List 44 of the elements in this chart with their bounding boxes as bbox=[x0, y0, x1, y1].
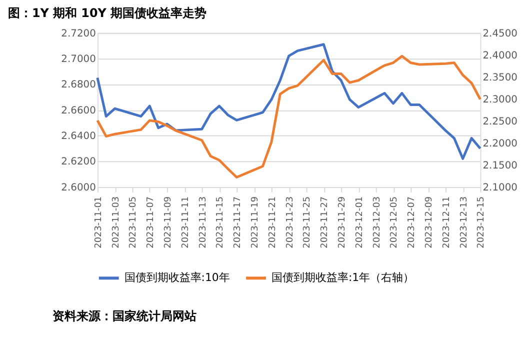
y-tick-label: 2.7200 bbox=[61, 28, 96, 40]
x-tick-label: 2023-12-01 bbox=[354, 196, 365, 248]
x-tick-label: 2023-11-21 bbox=[268, 196, 278, 248]
x-tick-label: 2023-11-07 bbox=[146, 196, 156, 248]
x-tick-label: 2023-11-29 bbox=[338, 196, 348, 248]
chart-title: 图：1Y 期和 10Y 期国债收益率走势 bbox=[8, 6, 207, 20]
x-tick-label: 2023-11-27 bbox=[320, 196, 330, 248]
y2-tick-label: 2.2500 bbox=[482, 116, 518, 128]
x-tick-label: 2023-11-17 bbox=[233, 196, 244, 248]
y2-tick-label: 2.3000 bbox=[482, 94, 518, 106]
y2-tick-label: 2.4500 bbox=[482, 28, 518, 40]
y-tick-label: 2.6400 bbox=[61, 131, 96, 142]
y2-tick-label: 2.1500 bbox=[482, 160, 518, 172]
x-tick-label: 2023-11-09 bbox=[164, 196, 174, 248]
x-tick-label: 2023-12-05 bbox=[390, 196, 400, 248]
x-tick-label: 2023-11-19 bbox=[250, 196, 261, 248]
x-tick-label: 2023-12-15 bbox=[476, 196, 487, 248]
x-tick-label: 2023-11-03 bbox=[111, 196, 122, 248]
y-tick-label: 2.6800 bbox=[61, 80, 96, 91]
x-tick-label: 2023-11-25 bbox=[302, 196, 313, 248]
y2-tick-label: 2.3500 bbox=[482, 72, 518, 84]
x-tick-label: 2023-11-11 bbox=[180, 196, 191, 248]
y-tick-label: 2.6000 bbox=[61, 182, 96, 194]
x-tick-label: 2023-12-09 bbox=[424, 196, 435, 248]
x-tick-label: 2023-11-15 bbox=[216, 196, 226, 248]
x-tick-label: 2023-12-11 bbox=[442, 196, 452, 248]
y2-tick-label: 2.4000 bbox=[482, 50, 518, 62]
y-tick-label: 2.6200 bbox=[61, 156, 96, 168]
y-tick-label: 2.6600 bbox=[61, 105, 96, 116]
text: 资料来源：国家统计局网站 bbox=[52, 309, 197, 324]
line-series bbox=[96, 43, 482, 160]
x-tick-label: 2023-11-23 bbox=[285, 196, 296, 248]
x-tick-label: 2023-12-13 bbox=[459, 196, 470, 248]
x-tick-label: 2023-11-05 bbox=[128, 196, 139, 248]
y2-tick-label: 2.2000 bbox=[482, 138, 518, 150]
legend-label: 国债到期收益率:10年 bbox=[124, 271, 230, 284]
x-tick-label: 2023-12-07 bbox=[407, 196, 418, 248]
line-series bbox=[96, 54, 482, 178]
x-tick-label: 2023-11-13 bbox=[198, 196, 208, 248]
y2-tick-label: 2.1000 bbox=[482, 182, 518, 194]
x-tick-label: 2023-11-01 bbox=[94, 196, 104, 248]
legend-label: 国债到期收益率:1年（右轴） bbox=[271, 271, 414, 284]
y-tick-label: 2.7000 bbox=[61, 54, 96, 65]
x-tick-label: 2023-12-03 bbox=[372, 196, 382, 248]
